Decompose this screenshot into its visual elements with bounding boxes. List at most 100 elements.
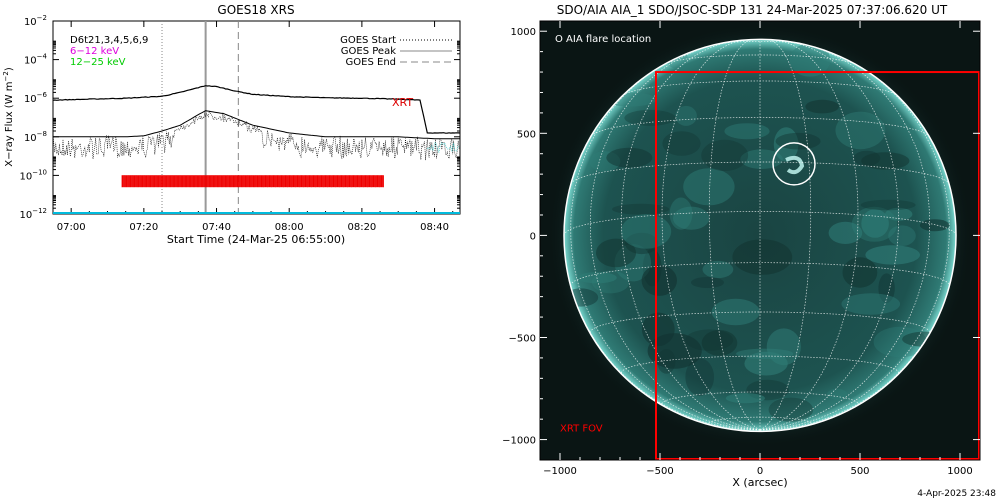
disk-texture-blob (740, 149, 783, 169)
aia-x-tick-label: −500 (646, 466, 673, 477)
longitude-line (759, 41, 899, 431)
longitude-line (661, 39, 761, 431)
active-region-loop (785, 155, 805, 175)
legend-goes-end: GOES End (346, 57, 396, 68)
goes-y-tick-label: 10−8 (24, 130, 47, 144)
disk-texture-blob (865, 245, 920, 265)
longitude-line (589, 44, 761, 431)
aia-x-tick-label: 500 (850, 466, 869, 477)
longitude-line (759, 44, 931, 431)
goes-x-tick-label: 07:20 (129, 222, 158, 233)
disk-texture-blob (841, 293, 901, 315)
goes-x-tick-label: 07:00 (57, 222, 86, 233)
goes-y-tick-label: 10−2 (24, 14, 47, 28)
disk-texture-blob (828, 221, 863, 244)
goes-lower-band-noise (53, 110, 460, 161)
aia-flare-legend: O AIA flare location (555, 34, 651, 45)
disk-texture-blob (789, 43, 831, 77)
disk-texture-blob (888, 225, 916, 246)
disk-texture-blob (805, 99, 839, 114)
legend-goes-start: GOES Start (340, 35, 396, 46)
disk-texture-blob (744, 351, 788, 376)
disk-texture-blob (835, 111, 886, 150)
goes-lower-band-line (53, 110, 460, 140)
latitude-line (661, 391, 859, 404)
disk-texture-blob (701, 139, 749, 171)
longitude-line (759, 39, 812, 431)
aia-x-axis-label: X (arcsec) (732, 476, 787, 489)
disk-texture-blob (775, 132, 821, 150)
goes-noise-series (53, 110, 460, 161)
solar-limb (563, 38, 957, 433)
disk-texture-blob (768, 397, 814, 422)
disk-texture-blob (675, 105, 697, 126)
aia-y-tick-label: 0 (530, 231, 536, 242)
aia-x-axis: −1000 −500 0 500 1000 (543, 21, 973, 477)
disk-texture-blob (724, 123, 770, 140)
disk-texture-blob (691, 277, 724, 288)
goes-x-tick-label: 08:00 (275, 222, 304, 233)
goes-y-tick-label: 10−10 (19, 168, 47, 182)
disk-texture-blob (861, 152, 910, 170)
disk-texture-blob (683, 168, 735, 206)
aia-y-tick-label: −500 (509, 333, 536, 344)
heliographic-grid (564, 39, 956, 431)
aia-x-tick-label: −1000 (543, 466, 577, 477)
latitude-line (570, 262, 950, 286)
legend-detectors: D6t21,3,4,5,6,9 (70, 35, 148, 46)
aia-x-tick-label: 1000 (947, 466, 972, 477)
aia-y-tick-label: 1000 (511, 27, 536, 38)
goes-y-tick-label: 10−6 (24, 91, 48, 105)
disk-texture-blob (612, 203, 670, 215)
disk-texture-blob (662, 131, 701, 156)
longitude-line (759, 58, 950, 431)
goes-x-tick-label: 08:20 (347, 222, 376, 233)
disk-texture-blob (725, 393, 766, 404)
legend-6-12kev: 6−12 keV (70, 46, 119, 57)
disk-texture-blob (842, 257, 878, 288)
aia-x-tick-label: 0 (757, 466, 763, 477)
xrt-fov-label: XRT FOV (560, 423, 603, 434)
disk-texture-blob (827, 388, 848, 400)
disk-texture-blob (860, 199, 916, 211)
goes-x-tick-label: 07:40 (202, 222, 231, 233)
longitude-line (708, 39, 761, 431)
xrt-coverage-bar (121, 175, 384, 188)
xrt-fov-box (655, 71, 980, 460)
footer-timestamp: 4-Apr-2025 23:48 (917, 489, 996, 499)
disk-texture-blob (885, 207, 913, 221)
goes-x-axis-label: Start Time (24-Mar-25 06:55:00) (167, 233, 345, 246)
goes-series-lines (53, 85, 460, 134)
aia-title: SDO/AIA AIA_1 SDO/JSOC-SDP 131 24-Mar-20… (557, 3, 948, 17)
goes-y-axis-label: X−ray Flux (W m−2) (2, 67, 15, 167)
solar-disk-texture (564, 43, 950, 422)
aia-y-tick-label: 500 (517, 129, 536, 140)
disk-texture-blob (732, 239, 793, 275)
longitude-line (621, 41, 761, 431)
aia-flare-location-circle (772, 142, 816, 186)
disk-texture-blob (702, 260, 734, 279)
disk-texture-blob (701, 330, 738, 356)
disk-texture-blob (641, 264, 677, 296)
goes-upper-band-line (53, 85, 460, 134)
latitude-line (589, 311, 931, 333)
goes-legend-right: GOES Start GOES Peak GOES End (340, 35, 452, 68)
goes-x-tick-label: 08:40 (420, 222, 449, 233)
disk-texture-blob (711, 298, 760, 326)
latitude-line (621, 355, 899, 374)
goes-y-tick-label: 10−4 (24, 53, 48, 67)
goes-y-tick-label: 10−12 (19, 207, 47, 221)
disk-texture-blob (919, 219, 950, 232)
disk-texture-blob (878, 273, 895, 304)
disk-texture-blob (851, 206, 898, 242)
disk-texture-blob (624, 109, 676, 126)
longitude-line (570, 58, 761, 431)
xrt-series-label: XRT (392, 96, 413, 109)
goes-chart-title: GOES18 XRS (217, 3, 294, 17)
legend-12-25kev: 12−25 keV (70, 57, 126, 68)
aia-y-tick-label: −1000 (502, 436, 536, 447)
goes-legend-left: D6t21,3,4,5,6,9 6−12 keV 12−25 keV (70, 35, 148, 68)
aia-y-axis: 1000 500 0 −500 −1000 (502, 27, 980, 447)
longitude-line (759, 39, 859, 431)
disk-texture-blob (673, 206, 710, 230)
